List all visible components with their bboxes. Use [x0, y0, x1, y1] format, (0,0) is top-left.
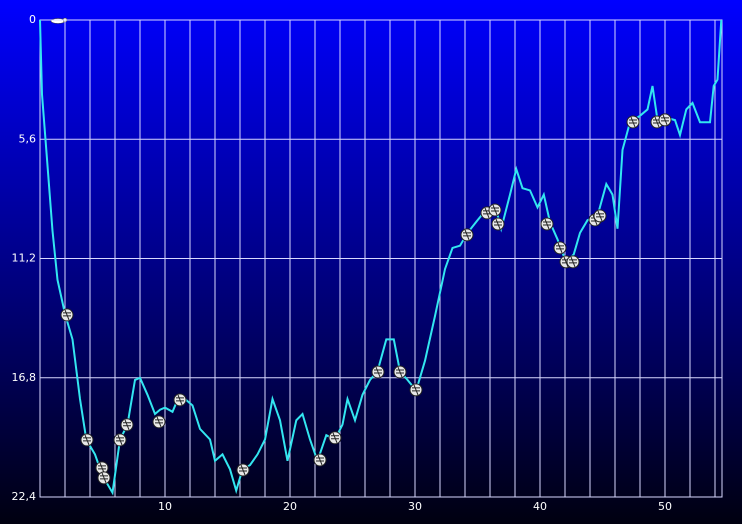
plot-frame: [39, 19, 723, 498]
event-marker: [393, 365, 407, 379]
marker-detail: [123, 419, 131, 430]
marker-detail: [556, 242, 564, 254]
event-marker: [491, 217, 505, 231]
event-marker: [328, 431, 342, 445]
marker-detail: [239, 464, 247, 476]
event-marker: [95, 461, 109, 475]
marker-detail: [543, 218, 551, 230]
y-tick-label: 5,6: [19, 132, 37, 145]
marker-detail: [569, 256, 577, 268]
event-marker: [626, 115, 640, 129]
x-tick-label: 40: [533, 500, 547, 513]
event-marker: [173, 393, 187, 407]
event-marker: [460, 228, 474, 242]
marker-detail: [155, 416, 163, 428]
marker-detail: [374, 366, 382, 378]
marker-detail: [100, 472, 108, 484]
marker-detail: [316, 454, 324, 466]
event-marker: [152, 415, 166, 429]
event-marker: [97, 471, 111, 485]
y-tick-label: 0: [29, 13, 36, 26]
event-marker: [80, 433, 94, 447]
event-marker: [566, 255, 580, 269]
event-marker: [540, 217, 554, 231]
marker-detail: [596, 210, 604, 222]
event-marker: [313, 453, 327, 467]
marker-detail: [491, 204, 499, 216]
x-tick-label: 20: [283, 500, 297, 513]
marker-detail: [83, 434, 91, 446]
marker-detail: [494, 218, 502, 230]
marker-detail: [331, 432, 339, 443]
y-tick-label: 11,2: [12, 252, 37, 265]
marker-detail: [463, 229, 471, 241]
marker-detail: [98, 462, 106, 474]
event-marker: [113, 433, 127, 447]
marker-detail: [412, 384, 420, 396]
event-marker: [553, 241, 567, 255]
event-marker: [593, 209, 607, 223]
marker-detail: [176, 394, 184, 406]
event-marker: [120, 418, 134, 432]
event-marker: [409, 383, 423, 397]
marker-detail: [661, 114, 669, 126]
x-tick-label: 10: [158, 500, 172, 513]
x-tick-label: 30: [408, 500, 422, 513]
y-tick-label: 22,4: [12, 490, 37, 503]
event-marker: [488, 203, 502, 217]
y-tick-label: 16,8: [12, 371, 37, 384]
marker-detail: [629, 116, 637, 128]
marker-detail: [116, 434, 124, 446]
event-marker: [60, 308, 74, 322]
event-marker: [236, 463, 250, 477]
event-marker: [658, 113, 672, 127]
marker-detail: [396, 366, 404, 378]
marker-detail: [63, 309, 71, 321]
event-marker: [371, 365, 385, 379]
x-tick-label: 50: [658, 500, 672, 513]
